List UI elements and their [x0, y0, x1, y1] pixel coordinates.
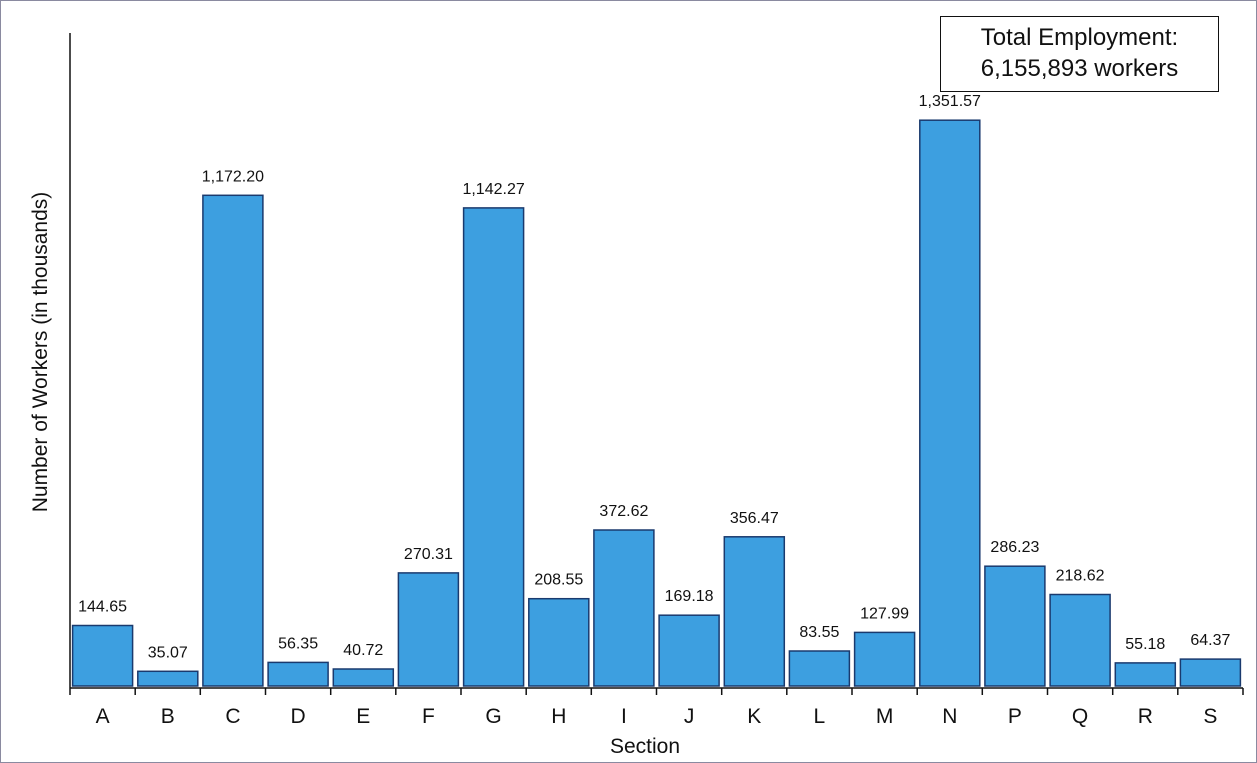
bar-P [984, 565, 1046, 687]
value-label-L: 83.55 [799, 624, 839, 641]
x-tick-label-F: F [422, 705, 435, 728]
x-tick-label-P: P [1008, 705, 1022, 728]
bar-A [71, 624, 134, 687]
total-employment-label: Total Employment: [980, 24, 1179, 51]
x-tick-label-N: N [942, 705, 957, 728]
value-label-P: 286.23 [990, 539, 1039, 556]
bar-H [528, 597, 590, 687]
value-label-Q: 218.62 [1056, 568, 1105, 585]
x-tick-label-J: J [684, 705, 695, 728]
value-label-G: 1,142.27 [462, 181, 524, 198]
value-label-K: 356.47 [730, 510, 779, 527]
bar-L [788, 650, 851, 687]
value-label-I: 372.62 [599, 503, 648, 520]
value-label-F: 270.31 [404, 546, 453, 563]
x-tick-label-G: G [485, 705, 501, 728]
bar-S [1179, 658, 1242, 687]
total-employment-annotation: Total Employment: 6,155,893 workers [940, 16, 1219, 92]
x-tick-label-B: B [161, 705, 175, 728]
value-label-M: 127.99 [860, 605, 909, 622]
x-tick-label-R: R [1138, 705, 1153, 728]
value-label-S: 64.37 [1190, 632, 1230, 649]
bar-I [593, 529, 655, 687]
bars-layer [71, 119, 1242, 687]
value-label-B: 35.07 [148, 644, 188, 661]
bar-D [267, 661, 329, 687]
value-label-D: 56.35 [278, 635, 318, 652]
y-axis-title: Number of Workers (in thousands) [29, 192, 52, 513]
bar-C [202, 194, 264, 687]
x-tick-label-Q: Q [1072, 705, 1088, 728]
value-label-H: 208.55 [534, 572, 583, 589]
bar-E [332, 668, 395, 687]
value-label-J: 169.18 [665, 588, 714, 605]
value-label-A: 144.65 [78, 599, 127, 616]
x-tick-label-M: M [876, 705, 894, 728]
x-axis-title: Section [610, 735, 680, 758]
value-label-E: 40.72 [343, 642, 383, 659]
bar-N [919, 119, 981, 687]
x-tick-label-S: S [1203, 705, 1217, 728]
ticks-layer [69, 688, 1244, 695]
value-label-R: 55.18 [1125, 636, 1165, 653]
x-tick-label-K: K [747, 705, 761, 728]
x-tick-label-C: C [225, 705, 240, 728]
bar-F [397, 572, 460, 687]
x-tick-label-H: H [551, 705, 566, 728]
bar-J [658, 614, 720, 687]
bar-R [1114, 662, 1177, 687]
x-tick-label-D: D [291, 705, 306, 728]
bar-K [723, 536, 786, 687]
x-tick-label-I: I [621, 705, 627, 728]
bar-M [853, 631, 916, 687]
x-tick-label-E: E [356, 705, 370, 728]
value-label-N: 1,351.57 [919, 93, 981, 110]
bar-B [137, 670, 199, 687]
x-tick-label-A: A [96, 705, 110, 728]
value-labels-layer: 144.65 35.07 1,172.20 56.35 40.72 270.31 1,142… [78, 93, 1230, 661]
x-tick-label-L: L [814, 705, 826, 728]
value-label-C: 1,172.20 [202, 168, 264, 185]
bar-Q [1049, 593, 1111, 687]
bar-G [462, 207, 525, 687]
total-employment-value: 6,155,893 workers [980, 55, 1179, 82]
